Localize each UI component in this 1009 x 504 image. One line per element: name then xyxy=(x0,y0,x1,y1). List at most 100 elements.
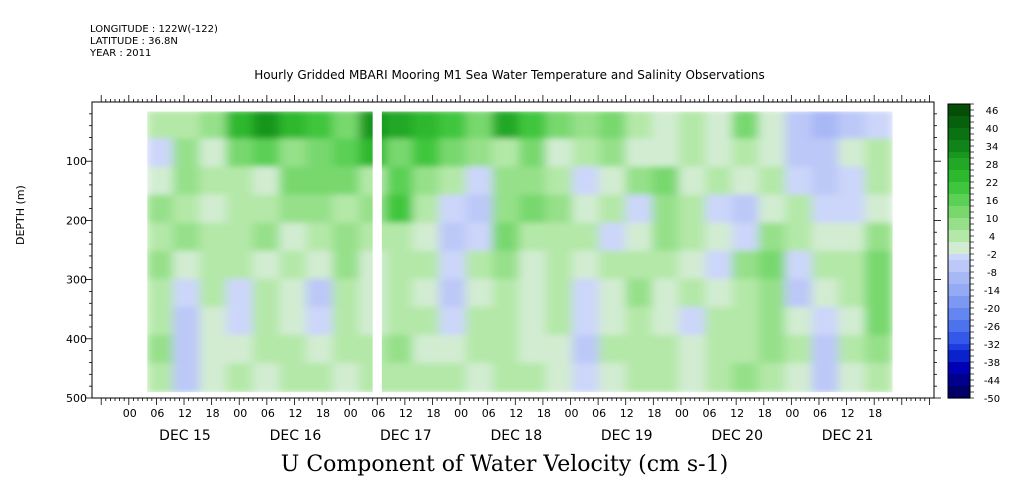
heatmap-cell xyxy=(811,138,841,169)
colorbar-swatch xyxy=(948,188,970,195)
heatmap-cells xyxy=(146,110,894,394)
colorbar-label: -20 xyxy=(984,304,1000,315)
colorbar-swatch xyxy=(948,380,970,387)
heatmap-cell xyxy=(678,306,708,337)
colorbar-swatch xyxy=(948,212,970,219)
heatmap-cell xyxy=(305,306,335,337)
x-tick-label: 06 xyxy=(261,407,275,420)
heatmap-cell xyxy=(252,306,282,337)
variable-label: U Component of Water Velocity (cm s-1) xyxy=(280,452,729,477)
heatmap-cell xyxy=(572,334,601,366)
heatmap-cell xyxy=(465,306,495,337)
heatmap-cell xyxy=(518,334,548,366)
colorbar-swatch xyxy=(948,182,970,189)
heatmap-cell xyxy=(385,222,415,253)
colorbar-swatch xyxy=(948,152,970,159)
heatmap-cell xyxy=(572,363,601,394)
heatmap-cell xyxy=(811,110,841,141)
heatmap-cell xyxy=(758,166,788,197)
heatmap-cell xyxy=(598,306,628,337)
heatmap-cell xyxy=(332,194,362,225)
heatmap-cell xyxy=(332,166,362,197)
heatmap-cell xyxy=(146,278,175,309)
x-tick-label: 18 xyxy=(868,407,882,420)
x-tick-label: 12 xyxy=(841,407,855,420)
colorbar-swatch xyxy=(948,314,970,321)
heatmap-cell xyxy=(785,138,814,169)
heatmap-overlay xyxy=(92,102,934,398)
heatmap-cell xyxy=(811,222,841,253)
heatmap-cell xyxy=(305,334,335,366)
heatmap-cell xyxy=(705,222,734,253)
heatmap-cell xyxy=(439,334,468,366)
heatmap-cell xyxy=(226,194,255,225)
heatmap-cell xyxy=(731,306,761,337)
heatmap-cell xyxy=(864,222,894,253)
heatmap-cell xyxy=(439,138,468,169)
heatmap-cell xyxy=(332,306,362,337)
heatmap-cell xyxy=(625,194,655,225)
heatmap-cell xyxy=(226,334,255,366)
heatmap-cell xyxy=(412,110,442,141)
heatmap-cell xyxy=(705,363,734,394)
heatmap-field xyxy=(146,110,894,394)
heatmap-cell xyxy=(758,278,788,309)
heatmap-cell xyxy=(811,334,841,366)
heatmap-cell xyxy=(864,334,894,366)
heatmap-cell xyxy=(492,306,521,337)
latitude-label: LATITUDE : 36.8N xyxy=(90,36,178,47)
chart-title: Hourly Gridded MBARI Mooring M1 Sea Wate… xyxy=(254,68,765,82)
x-day-label: DEC 20 xyxy=(711,428,763,444)
heatmap-cell xyxy=(252,250,282,281)
heatmap-cell xyxy=(252,334,282,366)
heatmap-cell xyxy=(758,306,788,337)
heatmap-cell xyxy=(838,222,867,253)
heatmap-cell xyxy=(705,306,734,337)
heatmap-cell xyxy=(545,363,575,394)
heatmap-cell xyxy=(545,278,575,309)
x-tick-label: 00 xyxy=(454,407,468,420)
y-tick-label: 200 xyxy=(66,214,87,227)
colorbar-label: -14 xyxy=(984,286,1000,297)
colorbar-swatch xyxy=(948,254,970,261)
x-tick-label: 06 xyxy=(813,407,827,420)
heatmap-cell xyxy=(731,334,761,366)
heatmap-cell xyxy=(172,110,202,141)
heatmap-cell xyxy=(518,250,548,281)
heatmap-cell xyxy=(146,334,175,366)
heatmap-cell xyxy=(252,222,282,253)
colorbar-swatch xyxy=(948,320,970,327)
x-tick-label: 06 xyxy=(592,407,606,420)
heatmap-cell xyxy=(811,250,841,281)
heatmap-cell xyxy=(731,222,761,253)
heatmap-cell xyxy=(146,110,175,141)
x-tick-label: 00 xyxy=(344,407,358,420)
colorbar-label: -2 xyxy=(987,250,997,261)
colorbar-swatch xyxy=(948,332,970,339)
heatmap-cell xyxy=(758,363,788,394)
heatmap-cell xyxy=(785,222,814,253)
heatmap-cell xyxy=(572,194,601,225)
heatmap-cell xyxy=(625,363,655,394)
axes: 00 06 12 18 00 06 12 18 00 06 12 18 00 06 12 18 00 06 12 18… xyxy=(66,95,941,444)
x-tick-label: 00 xyxy=(675,407,689,420)
heatmap-cell xyxy=(838,278,867,309)
colorbar-swatch xyxy=(948,104,970,111)
colorbar-label: -8 xyxy=(987,268,997,279)
heatmap-cell xyxy=(332,363,362,394)
heatmap-cell xyxy=(705,334,734,366)
heatmap-cell xyxy=(172,306,202,337)
heatmap-cell xyxy=(199,306,229,337)
heatmap-cell xyxy=(785,110,814,141)
heatmap-cell xyxy=(838,166,867,197)
heatmap-cell xyxy=(385,250,415,281)
colorbar-label: -44 xyxy=(984,376,1000,387)
heatmap-cell xyxy=(785,166,814,197)
colorbar-swatch xyxy=(948,206,970,213)
heatmap-cell xyxy=(439,278,468,309)
heatmap-cell xyxy=(199,110,229,141)
heatmap-cell xyxy=(785,278,814,309)
heatmap-cell xyxy=(705,250,734,281)
heatmap-cell xyxy=(305,222,335,253)
heatmap-cell xyxy=(252,363,282,394)
